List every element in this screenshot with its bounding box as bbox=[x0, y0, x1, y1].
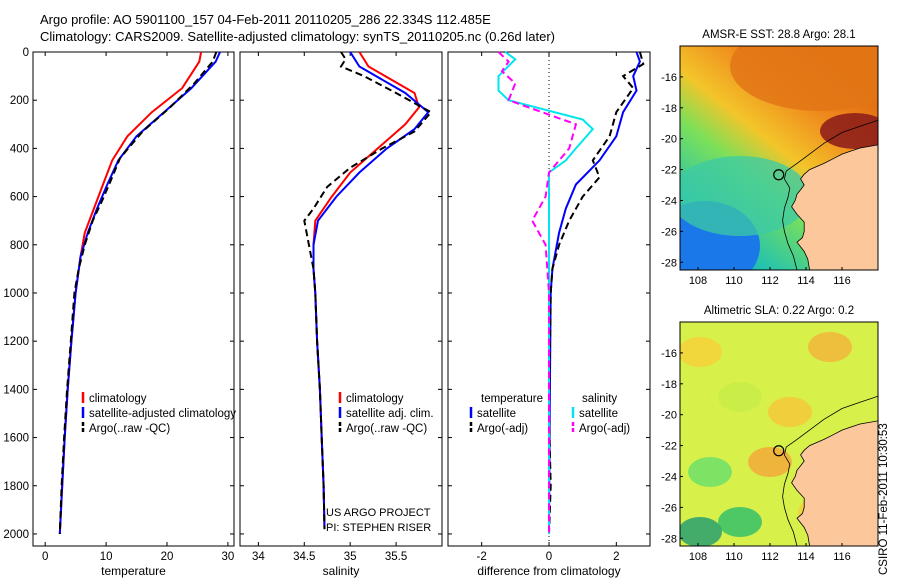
pi-label: PI: STEPHEN RISER bbox=[326, 522, 431, 534]
map-y-tick-label: -24 bbox=[661, 195, 677, 207]
map-x-tick-label: 116 bbox=[833, 275, 851, 287]
sla_map-isobath bbox=[782, 395, 878, 546]
x-tick-label-salinity: 34.5 bbox=[293, 551, 315, 563]
diff-legend-title-salinity: salinity bbox=[582, 393, 617, 405]
diff-legend-title-temperature: temperature bbox=[481, 393, 543, 405]
temperature-legend-label: climatology bbox=[89, 393, 147, 405]
x-tick-label-temperature: 0 bbox=[42, 551, 48, 563]
map-y-tick-label: -22 bbox=[661, 165, 677, 177]
sst-mid-patch bbox=[680, 156, 810, 236]
y-tick-label-temperature: 200 bbox=[10, 95, 29, 107]
series-line-salinity-argo-adj- bbox=[497, 51, 578, 534]
x-tick-label-salinity: 35.5 bbox=[385, 551, 407, 563]
map-y-tick-label: -20 bbox=[661, 410, 677, 422]
y-tick-label-temperature: 400 bbox=[10, 143, 29, 155]
sla-anomaly-blob bbox=[680, 337, 722, 367]
salinity-legend-label: Argo(..raw -QC) bbox=[346, 423, 427, 435]
sla_map-frame bbox=[679, 321, 879, 547]
sla-anomaly-blob bbox=[688, 457, 732, 487]
x-tick-label-difference: -2 bbox=[477, 551, 487, 563]
salinity-legend-label: climatology bbox=[346, 393, 404, 405]
sst-warm-patch bbox=[730, 46, 878, 111]
map-x-tick-label: 114 bbox=[797, 551, 815, 563]
map-y-tick-label: -18 bbox=[661, 379, 677, 391]
map-y-tick-label: -24 bbox=[661, 471, 677, 483]
x-axis-label-difference: difference from climatology bbox=[477, 564, 620, 578]
map-y-tick-label: -22 bbox=[661, 441, 677, 453]
series-line-argo-raw-qc- bbox=[303, 51, 433, 530]
x-tick-label-temperature: 30 bbox=[222, 551, 235, 563]
map-x-tick-label: 114 bbox=[797, 275, 815, 287]
diff-temperature-legend-label: Argo(-adj) bbox=[477, 423, 528, 435]
y-tick-label-temperature: 600 bbox=[10, 192, 29, 204]
map-y-tick-label: -16 bbox=[661, 348, 677, 360]
map-y-tick-label: -16 bbox=[661, 72, 677, 84]
argo-float-marker bbox=[773, 445, 785, 457]
x-tick-label-temperature: 10 bbox=[100, 551, 113, 563]
y-tick-label-temperature: 2000 bbox=[3, 529, 29, 541]
map-x-tick-label: 112 bbox=[761, 275, 779, 287]
diff-salinity-legend-label: satellite bbox=[579, 408, 618, 420]
argo-float-marker bbox=[773, 169, 785, 181]
diff-salinity-legend-label: Argo(-adj) bbox=[579, 423, 630, 435]
map-x-tick-label: 112 bbox=[761, 551, 779, 563]
x-axis-label-salinity: salinity bbox=[323, 564, 360, 578]
x-tick-label-difference: 0 bbox=[546, 551, 552, 563]
x-axis-label-temperature: temperature bbox=[101, 564, 166, 578]
map-x-tick-label: 110 bbox=[725, 275, 743, 287]
x-tick-label-temperature: 20 bbox=[161, 551, 174, 563]
x-tick-label-salinity: 35 bbox=[344, 551, 357, 563]
y-tick-label-temperature: 1000 bbox=[3, 288, 29, 300]
sla-anomaly-blob bbox=[718, 382, 762, 412]
plot-frame-temperature bbox=[32, 51, 235, 547]
diff-temperature-legend-label: satellite bbox=[477, 408, 516, 420]
sst_map-land bbox=[791, 144, 878, 270]
map-y-tick-label: -28 bbox=[661, 257, 677, 269]
salinity-legend-label: satellite adj. clim. bbox=[346, 408, 434, 420]
x-tick-label-difference: 2 bbox=[613, 551, 619, 563]
y-tick-label-temperature: 0 bbox=[23, 47, 29, 59]
project-label: US ARGO PROJECT bbox=[326, 507, 431, 519]
map-y-tick-label: -28 bbox=[661, 533, 677, 545]
y-tick-label-temperature: 1600 bbox=[3, 433, 29, 445]
map-y-tick-label: -20 bbox=[661, 134, 677, 146]
sst_map-field bbox=[680, 46, 878, 270]
sla-anomaly-blob bbox=[748, 447, 792, 477]
sst_map-frame bbox=[679, 45, 879, 271]
series-line-argo-raw-qc- bbox=[58, 51, 218, 535]
temperature-legend-label: satellite-adjusted climatology bbox=[89, 408, 236, 420]
sst-hot-coast bbox=[820, 113, 878, 149]
sst_map-title: AMSR-E SST: 28.8 Argo: 28.1 bbox=[702, 29, 855, 41]
sla-anomaly-blob bbox=[680, 517, 722, 546]
map-x-tick-label: 108 bbox=[689, 551, 707, 563]
map-y-tick-label: -26 bbox=[661, 502, 677, 514]
map-y-tick-label: -18 bbox=[661, 103, 677, 115]
sla_map-field bbox=[680, 322, 878, 546]
sla_map-land bbox=[791, 420, 878, 546]
map-x-tick-label: 108 bbox=[689, 275, 707, 287]
map-x-tick-label: 110 bbox=[725, 551, 743, 563]
map-x-tick-label: 116 bbox=[833, 551, 851, 563]
sst_map-isobath bbox=[782, 119, 878, 270]
header-line2: Climatology: CARS2009. Satellite-adjuste… bbox=[40, 29, 555, 44]
sla-anomaly-blob bbox=[768, 397, 812, 427]
y-tick-label-temperature: 1800 bbox=[3, 481, 29, 493]
plot-frame-salinity bbox=[239, 51, 443, 547]
header-line1: Argo profile: AO 5901100_157 04-Feb-2011… bbox=[40, 12, 491, 27]
x-tick-label-salinity: 34 bbox=[252, 551, 265, 563]
y-tick-label-temperature: 1200 bbox=[3, 336, 29, 348]
map-y-tick-label: -26 bbox=[661, 226, 677, 238]
sla_map-title: Altimetric SLA: 0.22 Argo: 0.2 bbox=[704, 305, 854, 317]
y-tick-label-temperature: 800 bbox=[10, 240, 29, 252]
temperature-legend-label: Argo(..raw -QC) bbox=[89, 423, 170, 435]
sla-anomaly-blob bbox=[718, 507, 762, 537]
y-tick-label-temperature: 1400 bbox=[3, 384, 29, 396]
sla-anomaly-blob bbox=[808, 332, 852, 362]
